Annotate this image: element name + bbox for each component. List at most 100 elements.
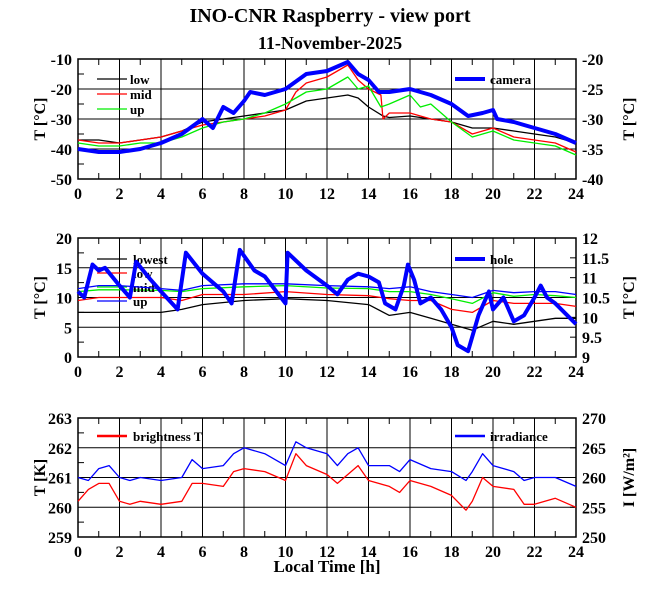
legend-label: lowest xyxy=(133,252,168,267)
x-tick-label: 20 xyxy=(485,544,501,561)
x-tick-label: 10 xyxy=(278,364,294,381)
x-tick-label: 8 xyxy=(240,186,248,203)
y-right-tick-label: -40 xyxy=(582,172,603,189)
y-right-tick-label: 12 xyxy=(582,231,598,248)
y-tick-label: -50 xyxy=(51,172,72,189)
y-tick-label: 5 xyxy=(64,320,72,337)
x-tick-label: 10 xyxy=(278,186,294,203)
y-tick-label: 261 xyxy=(48,471,72,488)
x-tick-label: 14 xyxy=(361,186,377,203)
y-tick-label: 263 xyxy=(48,411,72,428)
x-tick-label: 16 xyxy=(402,186,418,203)
y-right-tick-label: 9.5 xyxy=(582,330,602,347)
y-axis-label-right: T [°C] xyxy=(621,98,638,141)
y-right-tick-label: 260 xyxy=(582,471,606,488)
x-tick-label: 8 xyxy=(240,544,248,561)
series-line-lowest xyxy=(78,298,576,331)
legend-label: hole xyxy=(490,252,513,267)
x-tick-label: 2 xyxy=(116,364,124,381)
y-axis-label: T [K] xyxy=(32,459,49,496)
y-tick-label: 262 xyxy=(48,441,72,458)
plot-frame xyxy=(77,58,577,180)
y-tick-label: 15 xyxy=(56,261,72,278)
series-line-irradiance xyxy=(77,441,577,487)
y-axis-label: T [°C] xyxy=(32,98,49,141)
y-axis-label: T [°C] xyxy=(32,276,49,319)
x-tick-label: 12 xyxy=(319,364,335,381)
x-tick-label: 18 xyxy=(444,186,460,203)
x-tick-label: 22 xyxy=(527,364,543,381)
legend-label: up xyxy=(130,102,144,117)
x-tick-label: 14 xyxy=(361,544,377,561)
x-tick-label: 0 xyxy=(74,186,82,203)
legend-label: up xyxy=(133,294,147,309)
x-tick-label: 4 xyxy=(157,364,165,381)
x-tick-label: 2 xyxy=(116,186,124,203)
x-tick-label: 0 xyxy=(74,364,82,381)
x-tick-label: 20 xyxy=(485,364,501,381)
x-tick-label: 16 xyxy=(402,364,418,381)
y-right-tick-label: -20 xyxy=(582,52,603,69)
x-tick-label: 22 xyxy=(527,186,543,203)
panel-2: 0 2 4 6 8 10 12 14 16 18 20 22 240510152099.51010.51… xyxy=(32,231,638,381)
x-axis-label: Local Time [h] xyxy=(273,557,380,576)
x-tick-label: 14 xyxy=(361,364,377,381)
x-tick-label: 18 xyxy=(444,544,460,561)
chart-title: INO-CNR Raspberry - view port xyxy=(189,5,470,27)
chart-subtitle: 11-November-2025 xyxy=(258,33,402,53)
panel-1: 0 2 4 6 8 10 12 14 16 18 20 22 24-50-40-30-20-10-40-… xyxy=(32,52,638,203)
y-axis-label-right: T [°C] xyxy=(621,276,638,319)
y-tick-label: 0 xyxy=(64,350,72,367)
y-right-tick-label: -30 xyxy=(582,112,603,129)
y-right-tick-label: 270 xyxy=(582,411,606,428)
x-tick-label: 4 xyxy=(157,544,165,561)
y-right-tick-label: 9 xyxy=(582,350,590,367)
y-tick-label: 10 xyxy=(56,291,72,308)
x-tick-label: 24 xyxy=(568,186,584,203)
x-tick-label: 2 xyxy=(116,544,124,561)
x-tick-label: 24 xyxy=(568,364,584,381)
series-line-camera xyxy=(77,60,577,154)
legend-label: mid xyxy=(130,87,152,102)
y-right-tick-label: -25 xyxy=(582,82,603,99)
panel-3: 0 2 4 6 8 10 12 14 16 18 20 22 242592602612622632502… xyxy=(32,411,638,576)
x-tick-label: 24 xyxy=(568,544,584,561)
series-line-hole xyxy=(76,247,578,354)
x-tick-label: 20 xyxy=(485,186,501,203)
y-right-tick-label: 265 xyxy=(582,441,606,458)
y-tick-label: 259 xyxy=(48,530,72,547)
y-right-tick-label: 11 xyxy=(582,271,597,288)
y-right-tick-label: 10 xyxy=(582,310,598,327)
x-tick-label: 6 xyxy=(199,186,207,203)
y-tick-label: 260 xyxy=(48,500,72,517)
y-right-tick-label: 255 xyxy=(582,500,606,517)
x-tick-label: 6 xyxy=(199,544,207,561)
y-right-tick-label: 250 xyxy=(582,530,606,547)
x-tick-label: 22 xyxy=(527,544,543,561)
y-right-tick-label: 10.5 xyxy=(582,291,610,308)
y-tick-label: -30 xyxy=(51,112,72,129)
x-tick-label: 6 xyxy=(199,364,207,381)
y-tick-label: -10 xyxy=(51,52,72,69)
series-line-mid xyxy=(77,284,577,305)
legend-label: brightness T xyxy=(133,429,203,444)
x-tick-label: 10 xyxy=(278,544,294,561)
series-line-brightness-T xyxy=(77,453,577,511)
y-tick-label: -20 xyxy=(51,82,72,99)
y-axis-label-right: I [W/m²] xyxy=(621,448,638,507)
x-tick-label: 12 xyxy=(319,186,335,203)
y-right-tick-label: -35 xyxy=(582,142,603,159)
x-tick-label: 8 xyxy=(240,364,248,381)
x-tick-label: 12 xyxy=(319,544,335,561)
x-tick-label: 0 xyxy=(74,544,82,561)
y-right-tick-label: 11.5 xyxy=(582,251,609,268)
x-tick-label: 16 xyxy=(402,544,418,561)
legend-label: low xyxy=(130,72,150,87)
y-tick-label: -40 xyxy=(51,142,72,159)
x-tick-label: 4 xyxy=(157,186,165,203)
legend-label: irradiance xyxy=(490,429,548,444)
x-tick-label: 18 xyxy=(444,364,460,381)
legend-label: camera xyxy=(490,72,532,87)
y-tick-label: 20 xyxy=(56,231,72,248)
